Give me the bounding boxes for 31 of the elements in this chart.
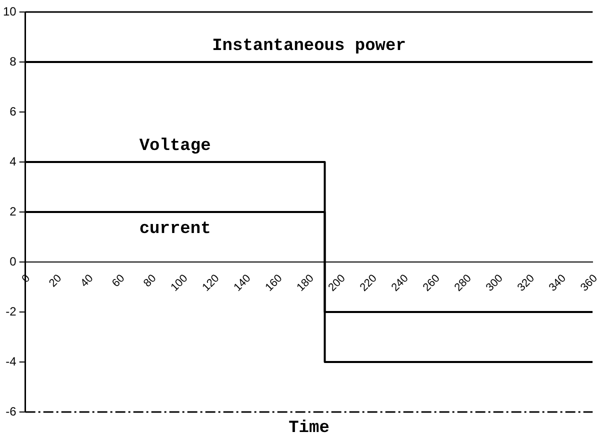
- x-tick-label: 80: [142, 272, 159, 290]
- x-tick-label: 40: [78, 272, 96, 290]
- series-label: Instantaneous power: [212, 36, 406, 56]
- series-label: current: [139, 220, 211, 239]
- y-tick-label: -2: [6, 304, 17, 318]
- x-tick-label: 220: [358, 272, 380, 294]
- x-tick-label: 20: [46, 272, 64, 290]
- x-tick-label: 140: [232, 272, 254, 294]
- series-label: Voltage: [139, 136, 211, 156]
- x-tick-label: 240: [389, 272, 411, 294]
- y-tick-label: 0: [10, 254, 17, 268]
- x-tick-label: 320: [515, 272, 537, 294]
- y-tick-label: 8: [10, 54, 17, 68]
- x-tick-label: 340: [546, 272, 568, 294]
- x-tick-label: 280: [452, 272, 474, 294]
- y-tick-label: -4: [6, 354, 17, 368]
- y-tick-label: 10: [2, 4, 17, 18]
- y-tick-label: 2: [10, 204, 17, 218]
- x-tick-label: 100: [168, 272, 190, 294]
- y-tick-label: -6: [6, 404, 17, 418]
- y-tick-label: 4: [10, 154, 17, 168]
- x-tick-label: 260: [420, 272, 442, 294]
- x-tick-label: 360: [578, 272, 600, 294]
- x-tick-label: 300: [484, 272, 506, 294]
- x-tick-label: 180: [294, 272, 316, 294]
- x-axis-title: Time: [288, 418, 330, 438]
- y-tick-label: 6: [10, 104, 17, 118]
- x-tick-label: 120: [200, 272, 222, 294]
- x-tick-label: 160: [263, 272, 285, 294]
- x-tick-label: 60: [110, 272, 128, 290]
- x-tick-label: 200: [326, 272, 348, 294]
